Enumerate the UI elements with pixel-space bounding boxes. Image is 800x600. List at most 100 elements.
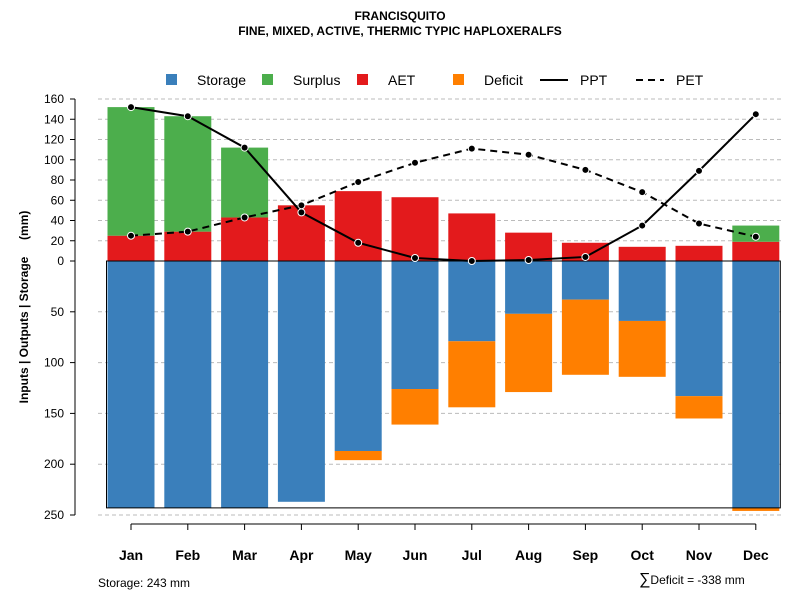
deficit-summary-text: Deficit = -338 mm [650, 573, 745, 587]
pet-legend-label: PET [676, 72, 704, 88]
axes-layer: 0 20 40 60 80 100 120 140 160 50 100 150 200 250 Input… [17, 92, 769, 563]
aet-bar-feb [164, 231, 212, 261]
y-tick-label: 200 [44, 457, 64, 471]
deficit-legend-swatch [453, 74, 464, 85]
storage-bar-feb [164, 261, 212, 508]
pet-point-dec [751, 232, 760, 241]
surplus-legend-label: Surplus [293, 72, 340, 88]
y-tick-label: 160 [44, 92, 64, 106]
storage-bar-dec [732, 261, 780, 508]
x-tick-label-aug: Aug [515, 547, 542, 563]
y-tick-label: 0 [57, 254, 64, 268]
deficit-bar-nov [675, 396, 723, 419]
pet-point-aug [524, 150, 533, 159]
surplus-legend-swatch [262, 74, 273, 85]
surplus-bar-mar [221, 147, 269, 218]
y-tick-label: 250 [44, 508, 64, 522]
pet-point-jul [467, 144, 476, 153]
x-tick-label-jan: Jan [119, 547, 143, 563]
aet-bar-sep [561, 242, 609, 261]
sum-icon: ∑ [639, 571, 651, 588]
pet-point-sep [581, 165, 590, 174]
ppt-point-may [354, 238, 363, 247]
storage-bar-nov [675, 261, 723, 397]
aet-legend-swatch [357, 74, 368, 85]
lines-layer [127, 103, 760, 265]
deficit-bar-jul [448, 341, 496, 408]
storage-bar-sep [561, 261, 609, 300]
deficit-bar-jun [391, 389, 439, 425]
x-tick-label-may: May [345, 547, 372, 563]
ppt-point-nov [695, 166, 703, 175]
legend: Storage Surplus AET Deficit PPT PET [166, 72, 704, 88]
aet-bar-mar [221, 217, 269, 261]
chart-subtitle: FINE, MIXED, ACTIVE, THERMIC TYPIC HAPLO… [238, 24, 562, 38]
storage-bar-aug [505, 261, 553, 314]
ppt-legend-label: PPT [580, 72, 608, 88]
storage-bar-may [334, 261, 382, 451]
storage-legend-swatch [166, 74, 177, 85]
aet-bar-jan [107, 235, 155, 261]
y-tick-label: 140 [44, 112, 64, 126]
aet-bar-oct [618, 246, 666, 261]
pet-point-apr [297, 201, 306, 210]
y-tick-label: 120 [44, 133, 64, 147]
chart-title: FRANCISQUITO [354, 9, 446, 23]
ppt-point-mar [240, 143, 249, 152]
surplus-bar-jan [107, 107, 155, 236]
surplus-bar-feb [164, 116, 212, 232]
y-tick-label: 100 [44, 356, 64, 370]
aet-legend-label: AET [388, 72, 416, 88]
y-tick-label: 20 [51, 234, 65, 248]
storage-bar-apr [277, 261, 325, 502]
y-tick-label: 40 [51, 214, 65, 228]
x-tick-label-mar: Mar [232, 547, 257, 563]
aet-bar-jun [391, 197, 439, 261]
ppt-point-aug [524, 255, 533, 264]
deficit-bar-dec [732, 507, 780, 511]
storage-bar-jan [107, 261, 155, 508]
ppt-point-jan [127, 103, 135, 112]
x-tick-label-apr: Apr [289, 547, 314, 563]
x-tick-label-oct: Oct [631, 547, 655, 563]
pet-point-jan [127, 231, 135, 240]
y-tick-label: 100 [44, 153, 64, 167]
x-tick-label-jul: Jul [462, 547, 482, 563]
deficit-bar-may [334, 450, 382, 461]
pet-point-feb [183, 227, 192, 236]
x-tick-label-dec: Dec [743, 547, 769, 563]
storage-summary: Storage: 243 mm [98, 576, 191, 590]
x-tick-label-jun: Jun [403, 547, 428, 563]
deficit-bar-aug [505, 313, 553, 393]
ppt-point-dec [751, 110, 760, 119]
pet-point-nov [695, 219, 703, 228]
y-tick-label: 150 [44, 406, 64, 420]
aet-bar-jul [448, 213, 496, 261]
storage-legend-label: Storage [197, 72, 246, 88]
bars-layer [106, 107, 781, 511]
pet-line [130, 147, 757, 238]
aet-bar-nov [675, 245, 723, 261]
ppt-point-feb [183, 112, 192, 121]
storage-bar-jun [391, 261, 439, 390]
deficit-bar-oct [618, 320, 666, 377]
ppt-point-oct [638, 221, 647, 230]
y-tick-label: 80 [51, 173, 65, 187]
pet-point-oct [638, 188, 647, 197]
y-axis-label: Inputs | Outputs | Storage (mm) [17, 211, 31, 404]
storage-bar-oct [618, 261, 666, 321]
ppt-point-apr [297, 208, 306, 217]
ppt-point-sep [581, 252, 590, 261]
y-tick-label: 50 [51, 305, 65, 319]
deficit-bar-sep [561, 299, 609, 375]
x-tick-label-feb: Feb [175, 547, 200, 563]
deficit-summary: ∑Deficit = -338 mm [639, 571, 745, 589]
storage-bar-jul [448, 261, 496, 342]
pet-point-mar [240, 213, 249, 222]
ppt-point-jun [411, 253, 419, 262]
aet-bar-may [334, 191, 382, 261]
deficit-legend-label: Deficit [484, 72, 523, 88]
aet-bar-dec [732, 241, 780, 261]
ppt-line [130, 106, 757, 263]
